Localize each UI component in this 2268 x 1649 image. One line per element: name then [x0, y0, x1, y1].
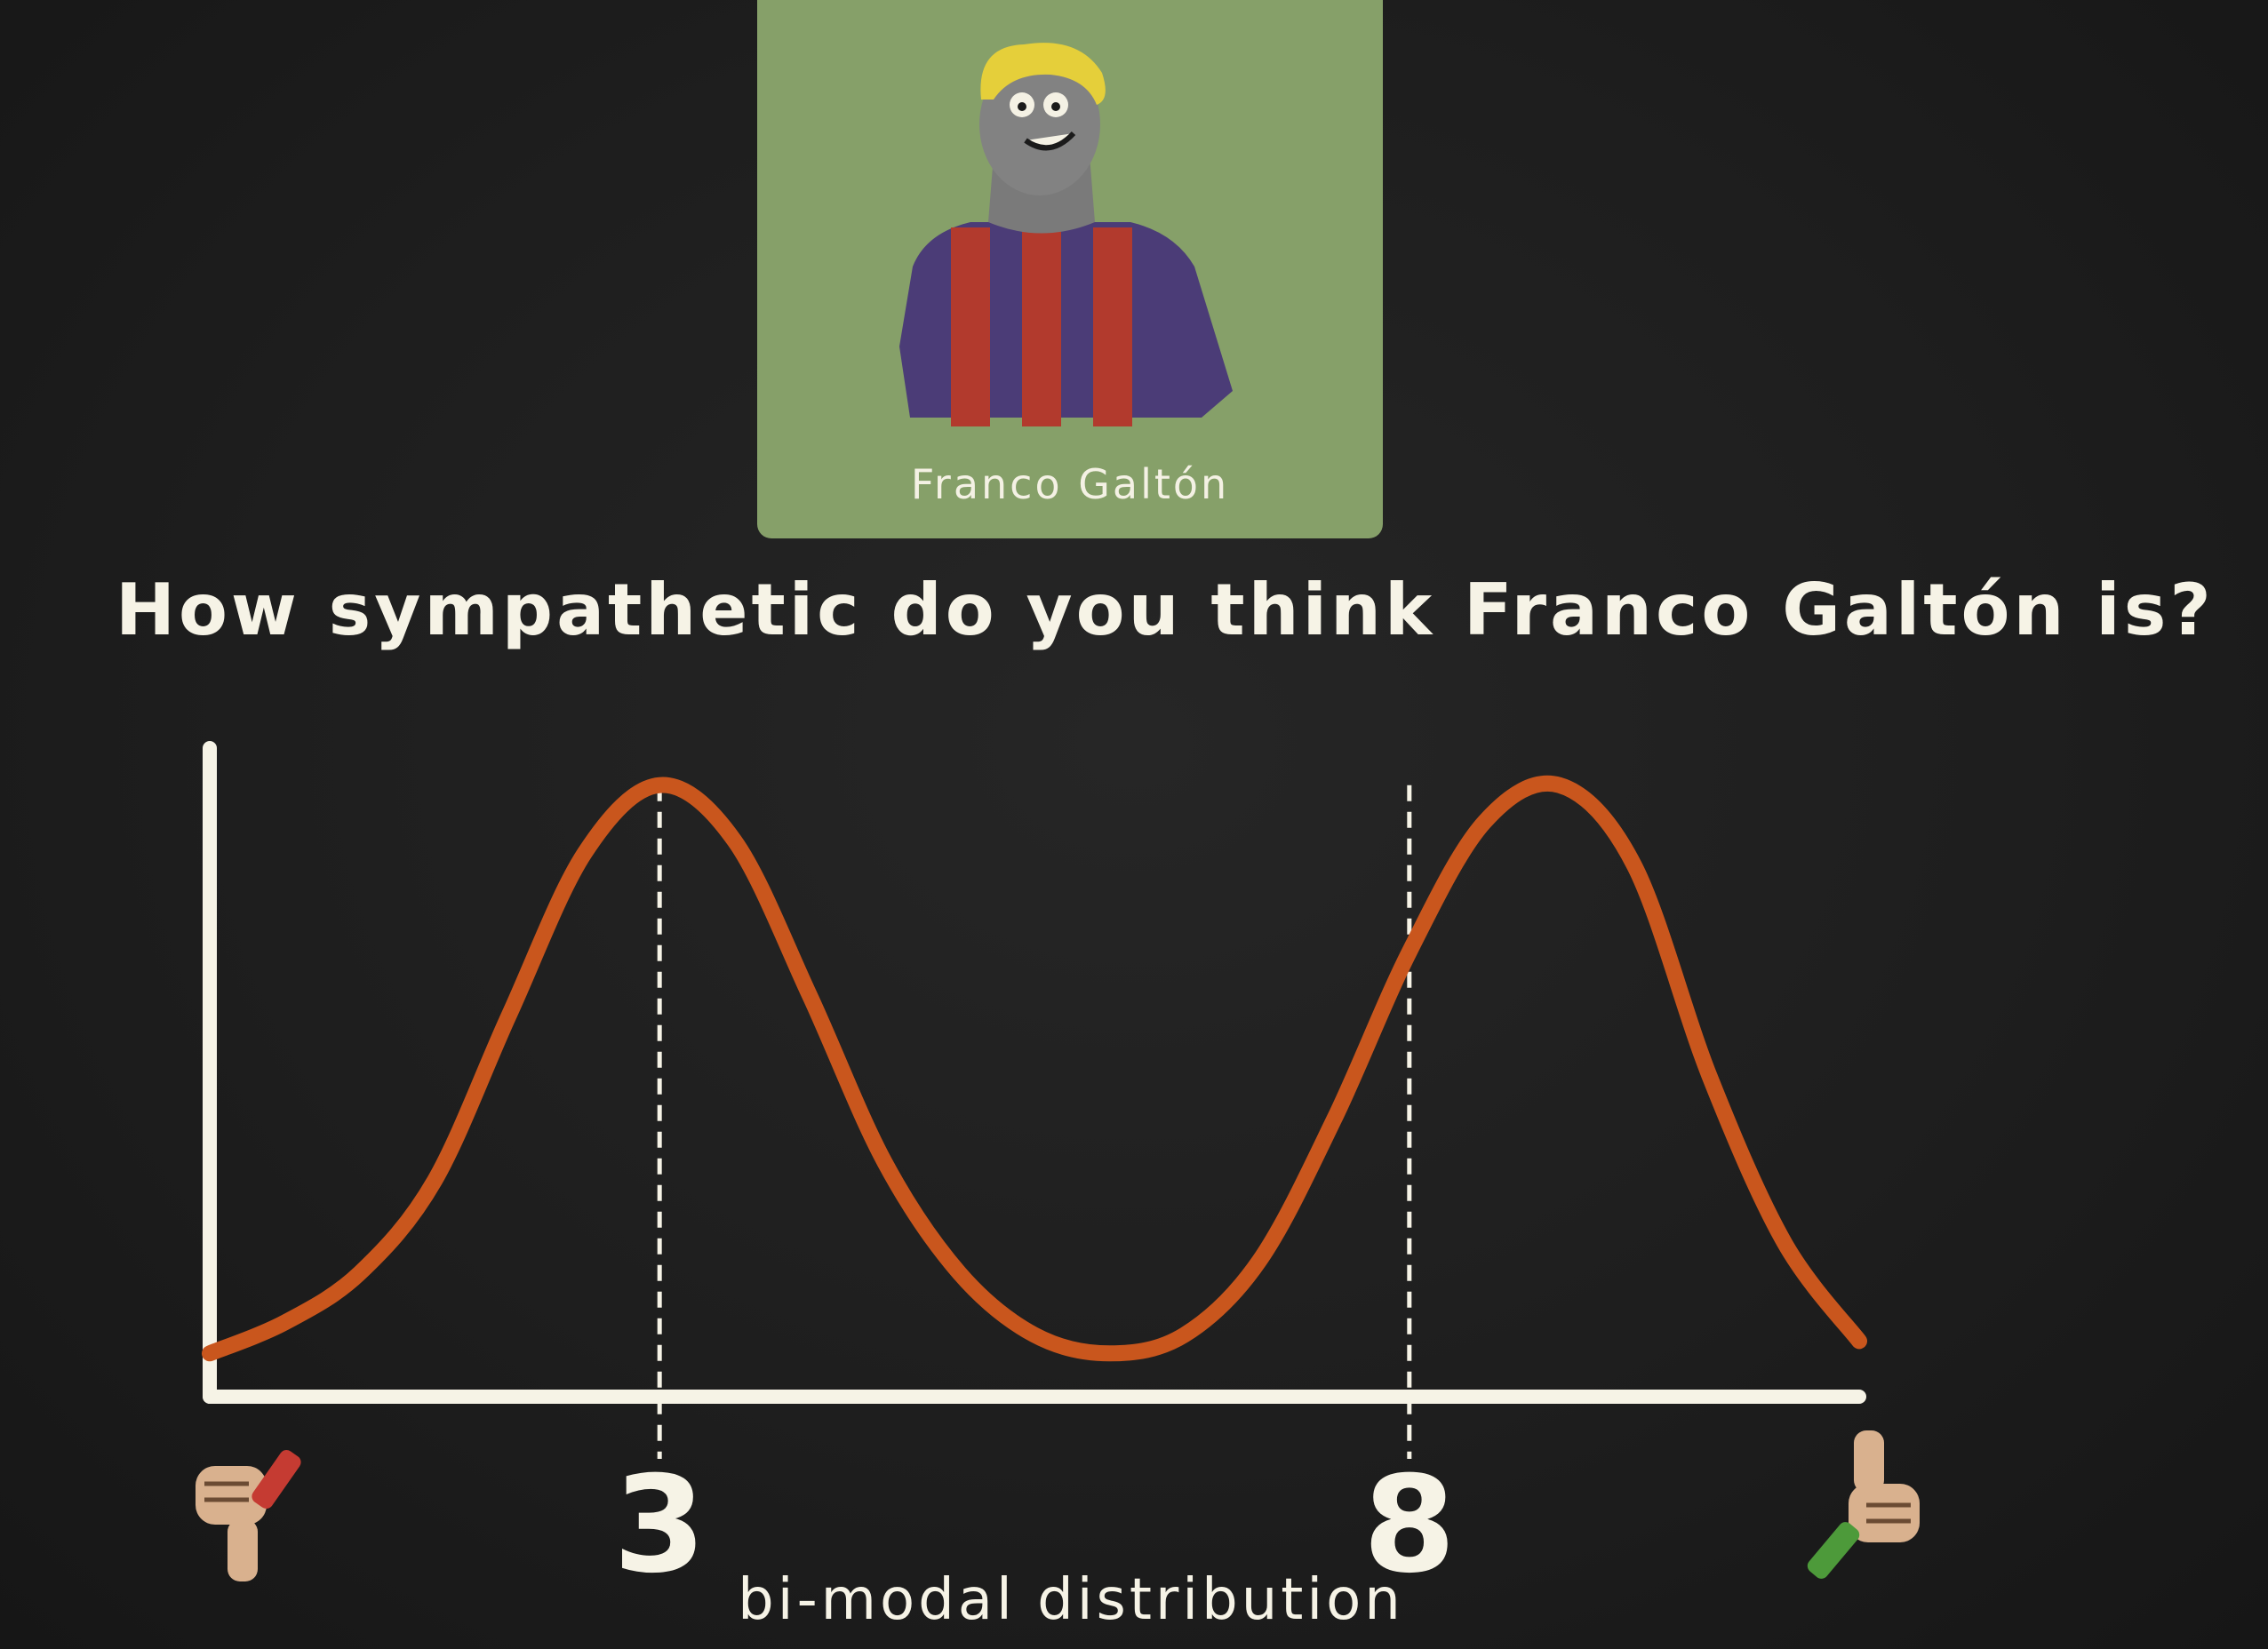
x-tick-label: 3 — [613, 1448, 706, 1603]
character-smile — [1024, 131, 1076, 151]
x-axis-title: bi-modal distribution — [738, 1567, 1404, 1633]
thumbs-down-icon — [196, 1450, 301, 1581]
character-illustration — [899, 43, 1233, 426]
thumbs-up-icon — [1807, 1430, 1920, 1579]
x-tick-label: 8 — [1363, 1448, 1456, 1603]
question-title: How sympathetic do you think Franco Galt… — [116, 569, 2215, 651]
distribution-curve — [202, 775, 1867, 1362]
character-head — [979, 53, 1100, 195]
character-shirt-stripe — [951, 227, 990, 426]
character-shirt-stripe — [1093, 227, 1132, 426]
character-hair — [980, 43, 1106, 106]
character-name: Franco Galtón — [910, 460, 1230, 508]
character-shirt-stripe — [1022, 227, 1061, 426]
character-card: Franco Galtón — [757, 0, 1383, 538]
